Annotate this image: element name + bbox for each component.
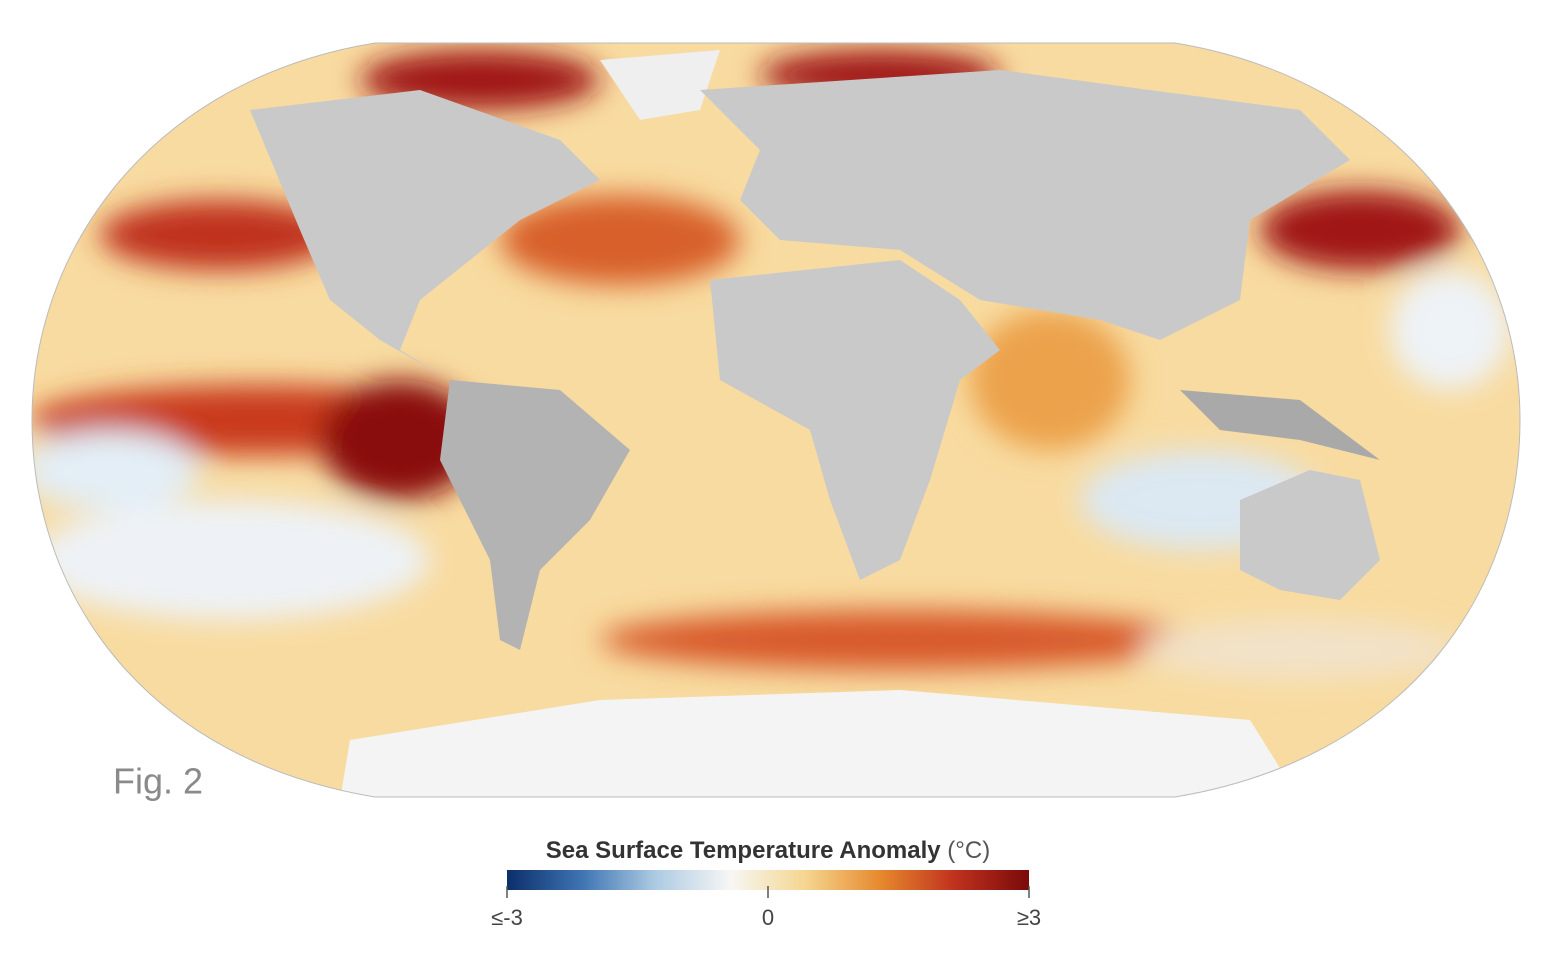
map-outline [31, 42, 1521, 798]
colorbar-tick-label: ≤-3 [491, 905, 523, 930]
colorbar-unit: (°C) [947, 837, 990, 864]
colorbar-title: Sea Surface Temperature Anomaly (°C) [546, 837, 990, 864]
figure-label: Fig. 2 [113, 761, 203, 802]
land [250, 50, 1380, 797]
colorbar-tick-label: ≥3 [1017, 905, 1041, 930]
colorbar-tick-label: 0 [762, 905, 774, 930]
colorbar-title-text: Sea Surface Temperature Anomaly [546, 837, 941, 864]
colorbar [507, 870, 1029, 890]
